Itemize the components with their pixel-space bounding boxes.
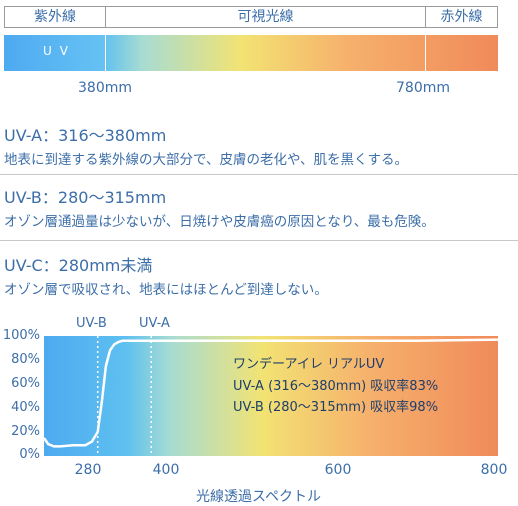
y-tick-40: 40% <box>11 400 40 415</box>
uva-title: UV-A：316〜380mm <box>4 126 167 145</box>
legend-uva: UV-A (316〜380mm) 吸収率83% <box>233 379 439 394</box>
uvc-description: オゾン層で吸収され、地表にはほとんど到達しない。 <box>4 282 328 298</box>
y-tick-100: 100% <box>2 328 40 343</box>
separator-2 <box>0 240 518 241</box>
x-tick-800: 800 <box>480 462 508 478</box>
uvb-title: UV-B：280〜315mm <box>4 188 167 207</box>
band-uv-header: 紫外線 <box>4 6 106 28</box>
x-tick-280: 280 <box>74 462 102 478</box>
wavelength-end-label: 780mm <box>396 80 450 96</box>
band-ir-header-label: 赤外線 <box>440 9 483 25</box>
x-tick-400: 400 <box>152 462 180 478</box>
uvb-marker-label: UV-B <box>76 316 107 331</box>
divider-uv-visible <box>105 35 106 71</box>
legend-uvb: UV-B (280〜315mm) 吸収率98% <box>233 400 439 415</box>
uvb-description: オゾン層通過量は少ないが、日焼けや皮膚癌の原因となり、最も危険。 <box>4 214 435 230</box>
uva-description: 地表に到達する紫外線の大部分で、皮膚の老化や、肌を黒くする。 <box>4 152 409 168</box>
separator-1 <box>0 174 518 175</box>
uv-label: UV <box>43 44 76 58</box>
y-tick-80: 80% <box>11 352 40 367</box>
y-tick-60: 60% <box>11 376 40 391</box>
band-visible-header: 可視光線 <box>105 6 426 28</box>
band-visible-header-label: 可視光線 <box>237 9 294 25</box>
y-tick-0: 0% <box>19 447 40 462</box>
band-ir-header: 赤外線 <box>425 6 498 28</box>
uvc-title: UV-C：280mm未満 <box>4 256 153 275</box>
chart-background <box>44 336 498 456</box>
y-tick-20: 20% <box>11 424 40 439</box>
uva-marker-label: UV-A <box>139 316 170 331</box>
x-axis-title: 光線透過スペクトル <box>196 489 322 505</box>
transmission-chart <box>44 336 498 456</box>
legend-product: ワンデーアイレ リアルUV <box>233 357 385 372</box>
uv-segment <box>4 35 105 71</box>
transmission-curve <box>44 338 498 448</box>
wavelength-start-label: 380mm <box>78 80 132 96</box>
divider-visible-ir <box>425 35 426 71</box>
x-tick-600: 600 <box>324 462 352 478</box>
band-uv-header-label: 紫外線 <box>34 9 76 25</box>
